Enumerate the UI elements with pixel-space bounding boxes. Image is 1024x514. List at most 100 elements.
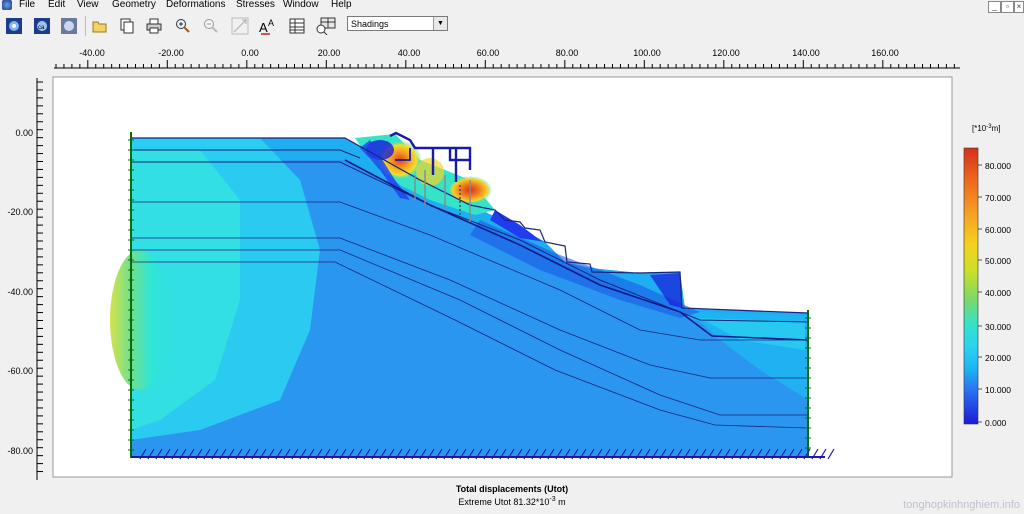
fixity-mark bbox=[443, 448, 451, 460]
bottom-boundary bbox=[131, 448, 835, 460]
y-tick-label: -20.00 bbox=[7, 207, 33, 217]
fixity-mark bbox=[179, 448, 187, 460]
select-structure-icon[interactable] bbox=[315, 15, 337, 37]
interface-line bbox=[344, 159, 809, 341]
fixity-mark bbox=[451, 448, 459, 460]
x-tick-label: -20.00 bbox=[158, 48, 184, 58]
menu-geometry[interactable]: Geometry bbox=[112, 0, 156, 10]
fixity-mark bbox=[579, 448, 587, 460]
fixity-mark bbox=[499, 448, 507, 460]
scale-icon[interactable] bbox=[229, 15, 251, 37]
fixity-mark bbox=[315, 448, 323, 460]
retaining-structures bbox=[389, 131, 472, 182]
fixity-mark bbox=[619, 448, 627, 460]
fixity-mark bbox=[603, 448, 611, 460]
legend-label: 40.000 bbox=[985, 288, 1011, 298]
y-tick-label: -40.00 bbox=[7, 287, 33, 297]
fixity-mark bbox=[507, 448, 515, 460]
fixity-mark bbox=[587, 448, 595, 460]
open-folder-icon[interactable] bbox=[89, 15, 111, 37]
fixity-mark bbox=[355, 448, 363, 460]
plot-canvas: -40.00 -20.00 0.00 20.00 40.00 60.00 80.… bbox=[0, 40, 1024, 514]
fixity-mark bbox=[299, 448, 307, 460]
ground-surface-outline bbox=[131, 137, 809, 314]
fixity-mark bbox=[331, 448, 339, 460]
soil-layer-lines bbox=[131, 149, 809, 429]
fixity-mark bbox=[563, 448, 571, 460]
minimize-icon[interactable]: _ bbox=[988, 1, 1001, 13]
zoom-out-icon[interactable] bbox=[200, 15, 222, 37]
menu-deformations[interactable]: Deformations bbox=[166, 0, 226, 10]
fixity-mark bbox=[387, 448, 395, 460]
y-tick-label: 0.00 bbox=[15, 128, 33, 138]
calculation-program-icon[interactable]: ca bbox=[31, 15, 53, 37]
fixity-mark bbox=[251, 448, 259, 460]
fixity-mark bbox=[403, 448, 411, 460]
fixity-mark bbox=[531, 448, 539, 460]
fixity-mark bbox=[427, 448, 435, 460]
x-tick-label: 40.00 bbox=[398, 48, 421, 58]
fixity-mark bbox=[243, 448, 251, 460]
color-legend: [*10-3m] 80.000 70.000 60.000 50.000 40.… bbox=[963, 124, 1011, 428]
x-tick-label: 60.00 bbox=[477, 48, 500, 58]
legend-color-bar bbox=[963, 147, 979, 425]
legend-label: 80.000 bbox=[985, 161, 1011, 171]
print-icon[interactable] bbox=[143, 15, 165, 37]
left-boundary bbox=[128, 132, 134, 458]
fixity-mark bbox=[275, 448, 283, 460]
display-mode-value: Shadings bbox=[351, 19, 389, 29]
fixity-mark bbox=[347, 448, 355, 460]
fixity-mark bbox=[219, 448, 227, 460]
menu-help[interactable]: Help bbox=[331, 0, 352, 10]
close-icon[interactable]: × bbox=[1014, 1, 1024, 13]
fixity-mark bbox=[419, 448, 427, 460]
fixity-mark bbox=[755, 448, 763, 460]
plot-svg: -40.00 -20.00 0.00 20.00 40.00 60.00 80.… bbox=[7, 48, 1011, 480]
fixity-mark bbox=[459, 448, 467, 460]
x-tick-label: 160.00 bbox=[871, 48, 899, 58]
menu-stresses[interactable]: Stresses bbox=[236, 0, 275, 10]
fixity-mark bbox=[171, 448, 179, 460]
fixity-mark bbox=[339, 448, 347, 460]
fixity-mark bbox=[395, 448, 403, 460]
app-icon[interactable] bbox=[2, 0, 12, 10]
menu-edit[interactable]: Edit bbox=[48, 0, 66, 10]
menu-window[interactable]: Window bbox=[283, 0, 319, 10]
fixity-mark bbox=[763, 448, 771, 460]
fixity-mark bbox=[291, 448, 299, 460]
legend-label: 60.000 bbox=[985, 225, 1011, 235]
restore-icon[interactable]: ▫ bbox=[1001, 1, 1014, 13]
fixity-mark bbox=[675, 448, 683, 460]
fixity-mark bbox=[235, 448, 243, 460]
menu-file[interactable]: File bbox=[19, 0, 36, 10]
copy-icon[interactable] bbox=[116, 15, 138, 37]
fixity-mark bbox=[803, 448, 811, 460]
input-program-icon[interactable] bbox=[3, 15, 25, 37]
svg-text:A: A bbox=[259, 20, 268, 35]
x-tick-label: 80.00 bbox=[556, 48, 579, 58]
fixity-mark bbox=[267, 448, 275, 460]
fixity-mark bbox=[795, 448, 803, 460]
plot-title: Total displacements (Utot) bbox=[455, 484, 569, 494]
fixity-mark bbox=[779, 448, 787, 460]
chevron-down-icon[interactable]: ▼ bbox=[433, 17, 447, 30]
curves-program-icon[interactable] bbox=[58, 15, 80, 37]
legend-label: 20.000 bbox=[985, 353, 1011, 363]
fixity-mark bbox=[715, 448, 723, 460]
fixity-mark bbox=[475, 448, 483, 460]
fixity-mark bbox=[203, 448, 211, 460]
table-icon[interactable] bbox=[286, 15, 308, 37]
legend-label: 70.000 bbox=[985, 193, 1011, 203]
zoom-in-icon[interactable] bbox=[172, 15, 194, 37]
fixity-mark bbox=[435, 448, 443, 460]
fixity-mark bbox=[811, 448, 819, 460]
fixity-mark bbox=[635, 448, 643, 460]
display-mode-select[interactable]: Shadings ▼ bbox=[347, 16, 448, 31]
legend-label: 0.000 bbox=[985, 418, 1007, 428]
fixity-mark bbox=[827, 448, 835, 460]
fixity-mark bbox=[211, 448, 219, 460]
menu-view[interactable]: View bbox=[77, 0, 99, 10]
legend-label: 50.000 bbox=[985, 256, 1011, 266]
fixity-mark bbox=[787, 448, 795, 460]
